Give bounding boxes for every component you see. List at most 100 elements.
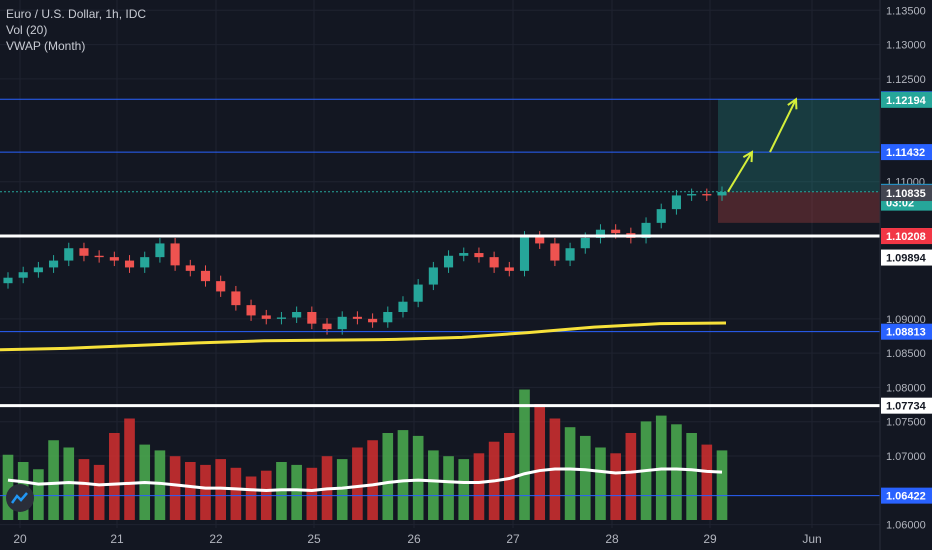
price-axis: 1.135001.130001.125001.110001.090001.085… bbox=[879, 0, 932, 550]
candle-body bbox=[276, 317, 287, 319]
volume-bar bbox=[48, 440, 59, 520]
trade-arrow-head-1 bbox=[787, 97, 798, 110]
symbol-title[interactable]: Euro / U.S. Dollar, 1h, IDC bbox=[6, 7, 147, 21]
volume-bar bbox=[169, 456, 181, 520]
y-tick-label: 1.07500 bbox=[886, 417, 926, 429]
volume-bar bbox=[610, 453, 621, 520]
candle-body bbox=[246, 305, 256, 316]
vwap-indicator-label[interactable]: VWAP (Month) bbox=[6, 39, 86, 53]
trade-arrow-head-0 bbox=[742, 150, 754, 163]
vwap-line bbox=[0, 321, 727, 352]
candle-body bbox=[64, 248, 74, 261]
volume-bar bbox=[701, 444, 713, 520]
volume-bar bbox=[154, 450, 166, 520]
price-label: 1.08813 bbox=[886, 327, 926, 339]
candle-body bbox=[322, 323, 332, 330]
candle-body bbox=[489, 257, 499, 268]
volume-bars bbox=[2, 389, 728, 520]
trade-arrow-0 bbox=[727, 151, 753, 193]
price-candles bbox=[3, 186, 727, 335]
candle-body bbox=[261, 315, 271, 319]
volume-bar bbox=[443, 456, 454, 520]
tradingview-logo-icon[interactable] bbox=[6, 484, 34, 512]
candle-body bbox=[383, 312, 393, 323]
candle-body bbox=[3, 277, 13, 284]
candle-body bbox=[33, 267, 43, 273]
price-label: 1.11432 bbox=[886, 147, 925, 159]
x-tick-label: Jun bbox=[802, 532, 821, 546]
time-axis: 20 21 22 25 26 27 28 29 Jun bbox=[13, 532, 821, 546]
volume-bar bbox=[2, 454, 14, 520]
candle-body bbox=[185, 265, 195, 271]
candle-body bbox=[216, 281, 226, 292]
candle-body bbox=[18, 272, 28, 278]
candle-body bbox=[140, 257, 150, 268]
price-label-bg bbox=[881, 249, 932, 266]
candle-body bbox=[641, 222, 651, 238]
candle-body bbox=[671, 195, 681, 210]
y-tick-label: 1.12500 bbox=[886, 74, 926, 86]
volume-bar bbox=[306, 467, 318, 520]
candle-body bbox=[49, 260, 59, 268]
candle-body bbox=[550, 243, 560, 261]
candle-body bbox=[656, 209, 666, 223]
candle-body bbox=[535, 236, 545, 244]
volume-ma-line bbox=[7, 467, 723, 492]
x-tick-label: 20 bbox=[13, 532, 27, 546]
candle-body bbox=[519, 236, 530, 271]
price-label-bg bbox=[881, 323, 932, 340]
volume-bar bbox=[534, 404, 546, 520]
x-tick-label: 29 bbox=[703, 532, 717, 546]
volume-indicator-label[interactable]: Vol (20) bbox=[6, 23, 48, 37]
candle-body bbox=[292, 312, 302, 318]
candle-body bbox=[611, 229, 621, 234]
candle-body bbox=[580, 237, 590, 249]
candle-body bbox=[170, 243, 180, 266]
x-tick-label: 28 bbox=[605, 532, 619, 546]
volume-bar bbox=[397, 430, 409, 520]
volume-bar bbox=[473, 453, 485, 520]
x-tick-label: 21 bbox=[110, 532, 124, 546]
candle-body bbox=[398, 301, 408, 312]
price-label: 1.10835 bbox=[886, 188, 926, 200]
volume-bar bbox=[382, 433, 394, 520]
volume-bar bbox=[579, 435, 591, 520]
candle-body bbox=[368, 318, 378, 323]
candle-body bbox=[474, 253, 484, 258]
y-tick-label: 1.13000 bbox=[886, 40, 926, 52]
position-zones bbox=[718, 99, 880, 223]
candle-body bbox=[231, 291, 241, 306]
volume-bar bbox=[93, 464, 105, 520]
volume-bar bbox=[124, 418, 135, 520]
candle-body bbox=[459, 253, 469, 256]
candle-body bbox=[79, 248, 89, 256]
volume-bar bbox=[291, 464, 302, 520]
volume-bar bbox=[671, 424, 682, 520]
chart-legend: Euro / U.S. Dollar, 1h, IDC Vol (20) VWA… bbox=[6, 6, 146, 54]
stop-zone bbox=[718, 191, 880, 223]
candle-body bbox=[413, 284, 423, 302]
volume-bar bbox=[33, 469, 44, 520]
candle-body bbox=[565, 248, 575, 261]
x-tick-label: 22 bbox=[209, 532, 223, 546]
vwap-line bbox=[0, 321, 727, 352]
price-label-bg bbox=[881, 144, 932, 161]
candle-body bbox=[428, 267, 438, 285]
candle-body bbox=[307, 312, 317, 324]
volume-bar bbox=[519, 389, 530, 520]
x-tick-label: 25 bbox=[307, 532, 321, 546]
x-tick-label: 27 bbox=[506, 532, 520, 546]
y-tick-label: 1.08000 bbox=[886, 382, 926, 394]
price-label-bg bbox=[881, 397, 932, 414]
price-label-bg bbox=[881, 487, 932, 504]
candle-body bbox=[717, 192, 727, 196]
candle-body bbox=[687, 194, 697, 196]
candle-body bbox=[155, 243, 165, 258]
volume-bar bbox=[367, 440, 378, 520]
volume-bar bbox=[504, 433, 515, 520]
horizontal-lines bbox=[0, 98, 880, 497]
volume-bar bbox=[412, 435, 424, 520]
price-label: 1.06422 bbox=[886, 491, 926, 503]
volume-bar bbox=[458, 459, 470, 520]
